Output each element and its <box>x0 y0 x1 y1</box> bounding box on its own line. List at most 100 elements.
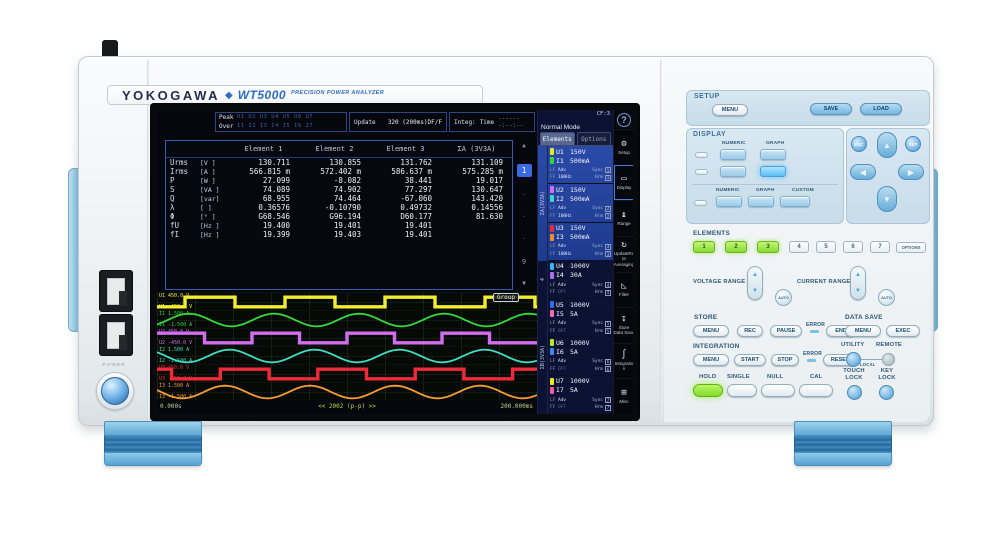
table-pager[interactable]: ▲ 1 · · · 9 ▼ <box>513 140 535 290</box>
single-button[interactable] <box>727 384 757 397</box>
element-1-button[interactable]: 1 <box>693 241 715 253</box>
ff-label: FF <box>550 405 556 411</box>
key-lock-button[interactable] <box>879 385 894 400</box>
adv-value: Adv <box>558 167 567 173</box>
data-save-exec-button[interactable]: EXEC <box>886 325 920 337</box>
display-bottom-graph-button[interactable] <box>760 166 786 177</box>
element-entry[interactable]: U2 150V I2 500mA LF Adv Sync 2 FF 100Hz Hrm 2 <box>548 184 613 223</box>
softkey-misc[interactable]: ⊞ Misc <box>614 378 633 414</box>
hrm-source-badge: 3 <box>605 251 611 258</box>
usb-port-1[interactable] <box>99 270 133 312</box>
time-start: 0.000s <box>160 403 182 410</box>
current-range-value: 500mA <box>570 194 590 203</box>
local-label: LOCAL <box>860 362 876 367</box>
softkey-integration[interactable]: ∫ Integration <box>614 342 633 379</box>
current-range-value: 5A <box>570 347 578 356</box>
cal-button[interactable] <box>799 384 833 397</box>
element-entry[interactable]: U6 1000V I6 5A LF Adv Sync 6 FF OFF Hrm 6 <box>548 337 613 376</box>
full-custom-button[interactable] <box>780 196 810 207</box>
display-bottom-numeric-button[interactable] <box>720 166 746 177</box>
full-numeric-button[interactable] <box>716 196 742 207</box>
page-up-icon[interactable]: ▲ <box>522 142 526 149</box>
row-function-label: S <box>170 185 175 194</box>
display-top-indicator <box>695 152 708 158</box>
set-button[interactable]: SET <box>905 136 921 152</box>
softkey-update-rate[interactable]: ↻ UpdateRate Averaging <box>614 235 633 272</box>
options-button[interactable]: OPTIONS <box>896 242 926 253</box>
softkey-store[interactable]: ↧Store Data Save <box>614 307 633 343</box>
softkey-display[interactable]: ▭ Display <box>614 164 633 201</box>
element-5-button[interactable]: 5 <box>816 241 836 253</box>
integration-stop-button[interactable]: STOP <box>771 354 799 366</box>
range-down-icon[interactable]: ▼ <box>752 288 758 294</box>
measurement-value: 77.297 <box>404 185 432 194</box>
range-up-icon[interactable]: ▲ <box>752 272 758 278</box>
sync-source-badge: 6 <box>605 358 611 365</box>
null-button[interactable] <box>761 384 795 397</box>
load-button[interactable]: LOAD <box>860 103 902 115</box>
current-range-rocker[interactable]: ▲ ▼ <box>850 266 866 300</box>
setup-menu-button[interactable]: MENU <box>712 104 748 116</box>
element-3-button[interactable]: 3 <box>757 241 779 253</box>
arrow-up-button[interactable]: ▲ <box>877 132 897 158</box>
save-button[interactable]: SAVE <box>810 103 852 115</box>
integration-error-label: ERROR <box>803 351 823 357</box>
sync-source-badge: 7 <box>605 397 611 404</box>
element-entry[interactable]: U1 150V I1 500mA LF Adv Sync 1 FF 100Hz Hrm 1 <box>548 146 613 185</box>
full-graph-button[interactable] <box>748 196 774 207</box>
element-entry[interactable]: U7 1000V I7 5A LF Adv Sync 7 FF OFF Hrm 7 <box>548 376 613 414</box>
touch-lock-button[interactable] <box>847 385 862 400</box>
ff-label: FF <box>550 213 556 219</box>
tab-options[interactable]: Options <box>576 132 611 145</box>
arrow-left-button[interactable]: ◀ <box>850 164 876 180</box>
utility-button[interactable] <box>846 352 861 367</box>
power-button[interactable] <box>101 377 129 405</box>
store-menu-button[interactable]: MENU <box>693 325 729 337</box>
arrow-down-button[interactable]: ▼ <box>877 186 897 212</box>
softkey-filter[interactable]: ◺ Filter <box>614 271 633 308</box>
tab-elements[interactable]: Elements <box>540 132 575 145</box>
update-label: Update <box>354 118 376 126</box>
freq-value: OFF <box>558 290 567 296</box>
wiring-group-label: ΣB(3V3A) <box>538 299 548 414</box>
voltage-auto-button[interactable]: AUTO <box>775 289 792 306</box>
display-top-graph-button[interactable] <box>760 149 786 160</box>
display-top-numeric-button[interactable] <box>720 149 746 160</box>
usb-port-2[interactable] <box>99 314 133 356</box>
softkey-range[interactable]: ↨ Range <box>614 200 633 236</box>
current-color-swatch <box>550 195 554 203</box>
page-down-icon[interactable]: ▼ <box>522 280 526 287</box>
arrow-right-button[interactable]: ▶ <box>898 164 924 180</box>
single-label: SINGLE <box>727 374 750 380</box>
element-entry[interactable]: U4 1000V I4 30A LF Adv Sync 4 FF OFF Hrm 4 <box>548 261 613 300</box>
current-auto-button[interactable]: AUTO <box>878 289 895 306</box>
softkey-label: Integration <box>614 360 633 372</box>
trace-upper-scale-label: I2 1.500 A <box>159 347 190 353</box>
element-2-button[interactable]: 2 <box>725 241 747 253</box>
lf-label: LF <box>550 321 556 327</box>
range-down-icon[interactable]: ▼ <box>855 288 861 294</box>
element-entry[interactable]: U5 1000V I5 5A LF Adv Sync 5 FF OFF Hrm 5 <box>548 299 613 338</box>
integration-start-button[interactable]: START <box>734 354 766 366</box>
lcd-screen[interactable]: Peak U1 U2 U3 U4 U5 U6 U7 Over I1 I2 I3 I4… <box>157 110 633 414</box>
adv-value: Adv <box>558 244 567 250</box>
group-tab[interactable]: Group <box>492 293 519 302</box>
softkey-setup[interactable]: ⚙ Setup <box>614 129 633 165</box>
ff-label: FF <box>550 175 556 181</box>
help-icon[interactable]: ? <box>617 113 631 127</box>
element-entry[interactable]: U3 150V I3 500mA LF Adv Sync 3 FF 100Hz Hrm 3 <box>548 223 613 261</box>
data-save-menu-button[interactable]: MENU <box>845 325 881 337</box>
element-6-button[interactable]: 6 <box>843 241 863 253</box>
row-function-label: Urms <box>170 158 189 167</box>
voltage-range-rocker[interactable]: ▲ ▼ <box>747 266 763 300</box>
integration-menu-button[interactable]: MENU <box>693 354 729 366</box>
freq-value: 100Hz <box>558 213 572 219</box>
element-7-button[interactable]: 7 <box>870 241 890 253</box>
range-up-icon[interactable]: ▲ <box>855 272 861 278</box>
hold-button[interactable] <box>693 384 723 397</box>
store-rec-button[interactable]: REC <box>737 325 763 337</box>
voltage-color-swatch <box>550 301 554 309</box>
element-4-button[interactable]: 4 <box>789 241 809 253</box>
store-pause-button[interactable]: PAUSE <box>770 325 802 337</box>
esc-button[interactable]: ESC <box>851 136 867 152</box>
